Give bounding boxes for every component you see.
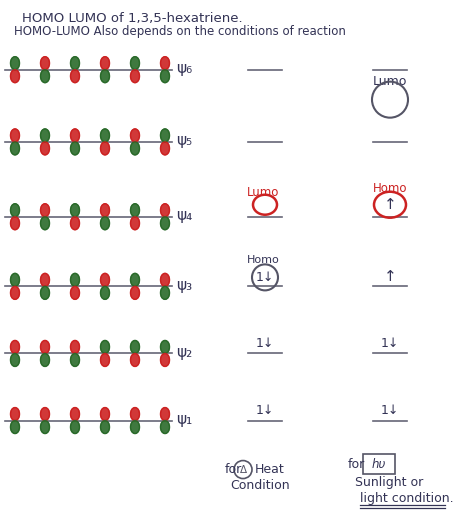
Ellipse shape [40,142,49,155]
Ellipse shape [100,408,109,421]
Ellipse shape [40,129,49,142]
Text: ψ₂: ψ₂ [176,345,192,360]
Text: ψ₁: ψ₁ [176,412,192,427]
Text: Heat: Heat [255,463,285,476]
Text: HOMO-LUMO Also depends on the conditions of reaction: HOMO-LUMO Also depends on the conditions… [14,25,346,39]
Ellipse shape [100,129,109,142]
Ellipse shape [161,341,170,353]
Ellipse shape [130,57,139,70]
Ellipse shape [100,217,109,230]
Ellipse shape [161,286,170,299]
Ellipse shape [71,70,80,83]
Ellipse shape [100,142,109,155]
Ellipse shape [100,353,109,366]
Ellipse shape [100,57,109,70]
Ellipse shape [100,286,109,299]
Text: Lumo: Lumo [373,75,407,88]
Text: for: for [225,463,242,476]
Ellipse shape [71,204,80,217]
Ellipse shape [40,408,49,421]
Ellipse shape [10,129,19,142]
Text: 1↓: 1↓ [256,337,274,350]
Ellipse shape [130,353,139,366]
Ellipse shape [40,353,49,366]
Text: light condition.: light condition. [360,492,454,505]
Ellipse shape [130,273,139,286]
Ellipse shape [130,129,139,142]
Ellipse shape [161,204,170,217]
Ellipse shape [10,273,19,286]
Text: 1↓: 1↓ [381,404,399,417]
Ellipse shape [71,129,80,142]
Ellipse shape [130,421,139,433]
Ellipse shape [161,70,170,83]
Ellipse shape [71,421,80,433]
Ellipse shape [130,70,139,83]
Ellipse shape [10,204,19,217]
Text: Homo: Homo [373,182,407,195]
Text: Condition: Condition [230,479,290,492]
Ellipse shape [40,273,49,286]
Text: for: for [348,458,365,471]
Text: ↑: ↑ [383,269,396,284]
Ellipse shape [71,341,80,353]
Text: Δ: Δ [239,464,246,475]
Ellipse shape [10,341,19,353]
Ellipse shape [100,70,109,83]
Ellipse shape [130,142,139,155]
Text: 1↓: 1↓ [256,404,274,417]
Ellipse shape [130,217,139,230]
Text: hυ: hυ [372,458,386,471]
Ellipse shape [161,273,170,286]
Ellipse shape [10,421,19,433]
Ellipse shape [10,408,19,421]
Ellipse shape [40,217,49,230]
Text: Lumo: Lumo [247,186,279,199]
Ellipse shape [71,408,80,421]
Text: 1↓: 1↓ [256,271,274,284]
Ellipse shape [71,57,80,70]
Ellipse shape [71,142,80,155]
Text: 1↓: 1↓ [381,337,399,350]
Ellipse shape [10,57,19,70]
Text: ψ₄: ψ₄ [176,208,192,223]
Ellipse shape [161,57,170,70]
Text: ψ₃: ψ₃ [176,278,192,293]
Ellipse shape [10,142,19,155]
Ellipse shape [100,341,109,353]
Text: ψ₅: ψ₅ [176,134,192,149]
Ellipse shape [161,421,170,433]
Ellipse shape [10,70,19,83]
Text: ψ₆: ψ₆ [176,61,192,76]
Ellipse shape [100,273,109,286]
Ellipse shape [10,217,19,230]
Ellipse shape [161,142,170,155]
Ellipse shape [71,286,80,299]
Ellipse shape [71,217,80,230]
Text: HOMO LUMO of 1,3,5-hexatriene.: HOMO LUMO of 1,3,5-hexatriene. [22,11,243,25]
Ellipse shape [130,341,139,353]
Ellipse shape [10,286,19,299]
Ellipse shape [100,204,109,217]
Ellipse shape [40,204,49,217]
Text: Sunlight or: Sunlight or [355,476,423,489]
Ellipse shape [161,353,170,366]
Ellipse shape [130,408,139,421]
Ellipse shape [40,70,49,83]
Ellipse shape [161,217,170,230]
Text: ↑: ↑ [383,197,396,212]
Ellipse shape [40,421,49,433]
Ellipse shape [40,341,49,353]
Ellipse shape [40,57,49,70]
Ellipse shape [161,129,170,142]
Ellipse shape [100,421,109,433]
Ellipse shape [130,204,139,217]
Text: Homo: Homo [246,255,279,265]
Ellipse shape [161,408,170,421]
Ellipse shape [71,353,80,366]
Ellipse shape [40,286,49,299]
Ellipse shape [130,286,139,299]
Ellipse shape [10,353,19,366]
Ellipse shape [71,273,80,286]
